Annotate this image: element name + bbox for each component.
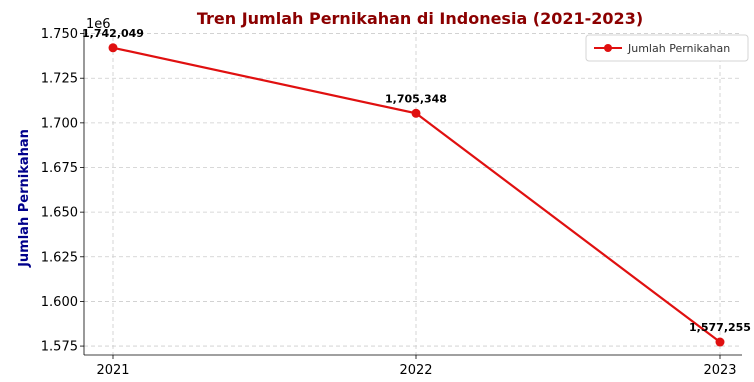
x-tick-label: 2023 bbox=[703, 363, 736, 378]
y-tick-label: 1.575 bbox=[41, 340, 78, 355]
data-labels-layer: 1,742,049 1,705,348 1,577,255 bbox=[82, 27, 751, 334]
chart-title: Tren Jumlah Pernikahan di Indonesia (202… bbox=[197, 9, 643, 28]
legend: Jumlah Pernikahan bbox=[586, 35, 748, 61]
x-tick-label: 2021 bbox=[96, 363, 129, 378]
data-label: 1,705,348 bbox=[385, 92, 447, 105]
y-axis-label: Jumlah Pernikahan bbox=[17, 129, 32, 268]
axes-layer: 1.575 1.600 1.625 1.650 1.675 1.700 1.725 1.750… bbox=[41, 27, 742, 378]
legend-marker bbox=[604, 44, 612, 52]
x-tick-label: 2022 bbox=[399, 363, 432, 378]
y-tick-label: 1.675 bbox=[41, 161, 78, 176]
data-label: 1,742,049 bbox=[82, 27, 144, 40]
data-label: 1,577,255 bbox=[689, 321, 751, 334]
y-tick-label: 1.700 bbox=[41, 116, 78, 131]
y-tick-label: 1.750 bbox=[41, 27, 78, 42]
data-point bbox=[716, 338, 725, 347]
y-tick-label: 1.725 bbox=[41, 72, 78, 87]
legend-label: Jumlah Pernikahan bbox=[627, 42, 730, 55]
y-tick-label: 1.650 bbox=[41, 206, 78, 221]
data-point bbox=[412, 109, 421, 118]
y-tick-label: 1.600 bbox=[41, 295, 78, 310]
data-point bbox=[109, 43, 118, 52]
y-tick-label: 1.625 bbox=[41, 250, 78, 265]
grid-layer bbox=[84, 30, 742, 355]
